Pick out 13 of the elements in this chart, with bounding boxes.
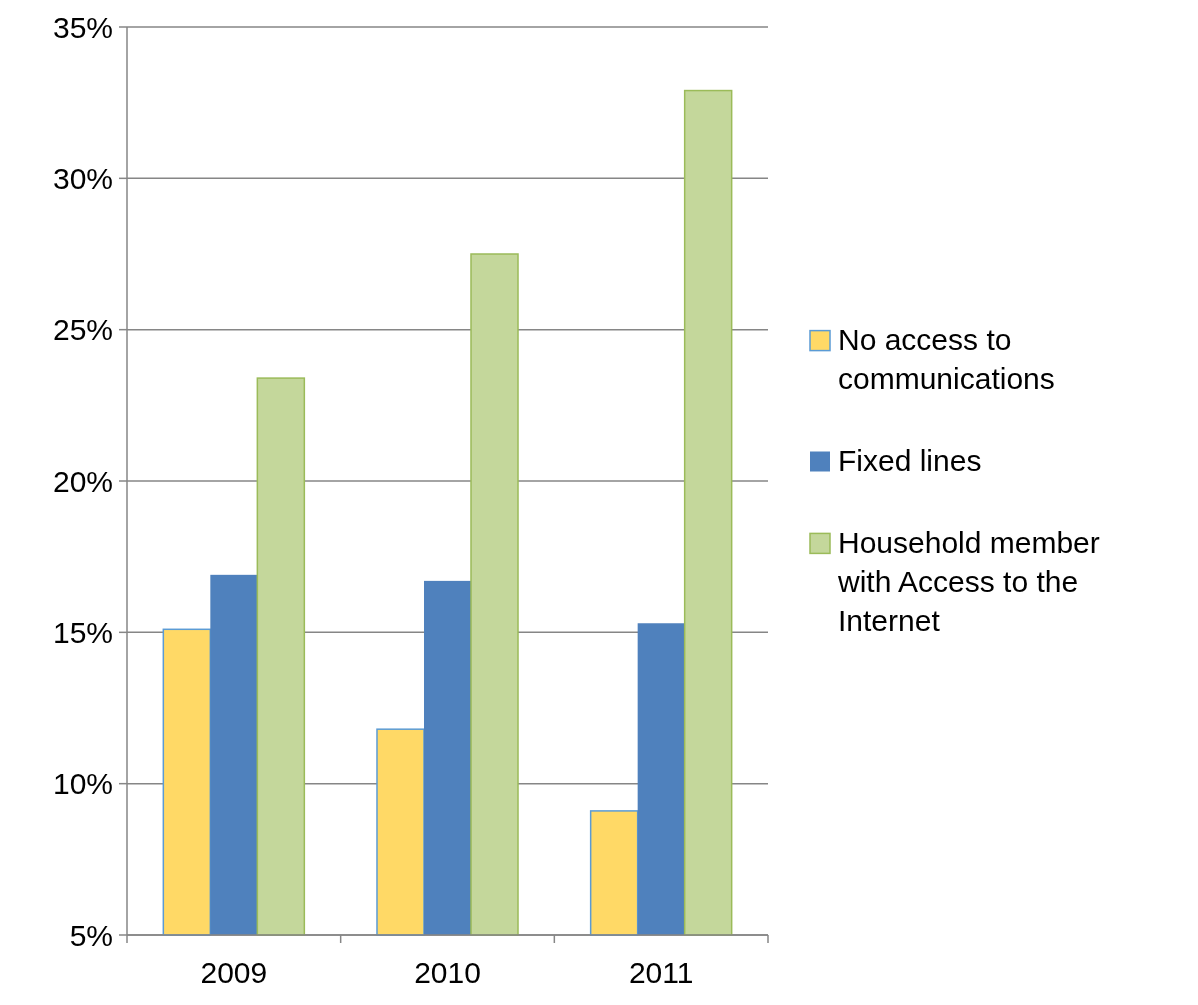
y-tick-label: 15% <box>52 615 113 649</box>
legend-label: Household member with Access to the Internet <box>837 526 1100 638</box>
y-tick-label: 25% <box>52 313 113 347</box>
y-tick-label: 30% <box>52 161 113 195</box>
x-tick-label: 2009 <box>200 956 268 989</box>
y-tick-label: 10% <box>52 767 113 801</box>
x-tick-label: 2011 <box>628 956 694 989</box>
legend-label: Fixed lines <box>838 444 982 478</box>
legend-label: No access to communications <box>838 323 1055 396</box>
y-tick-label: 5% <box>69 918 113 952</box>
x-tick-label: 2010 <box>414 956 481 989</box>
y-tick-label: 20% <box>52 464 113 498</box>
y-tick-label: 35% <box>52 10 113 44</box>
